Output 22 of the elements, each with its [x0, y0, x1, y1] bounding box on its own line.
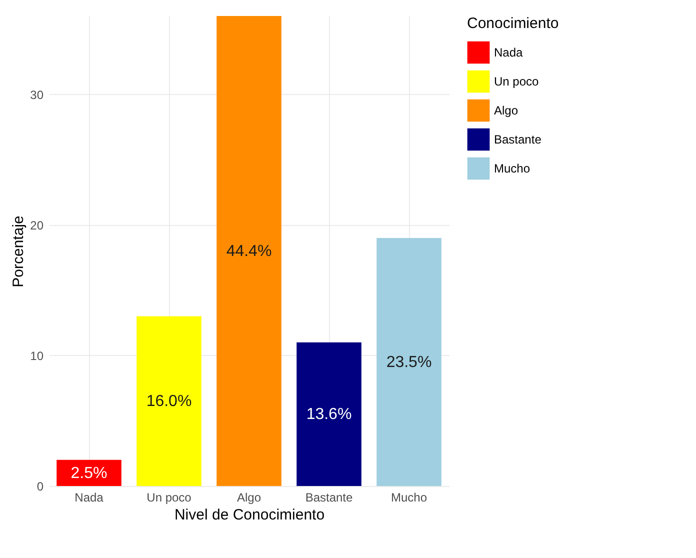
y-tick-label: 0: [36, 480, 44, 494]
legend-label: Bastante: [494, 132, 542, 146]
x-tick-label: Algo: [236, 490, 262, 504]
x-tick-label: Nada: [74, 490, 104, 504]
legend-title: Conocimiento: [467, 15, 559, 32]
legend-label: Algo: [494, 104, 518, 118]
legend-label: Mucho: [494, 162, 530, 176]
annotation: 16.0%: [146, 393, 192, 410]
x-tick-label: Un poco: [146, 490, 192, 504]
annotation: 2.5%: [70, 464, 108, 482]
y-tick-label: 20: [30, 218, 44, 232]
y-tick-label: 10: [30, 348, 44, 363]
annotation: 44.4%: [226, 243, 272, 260]
annotation: 23.5%: [386, 354, 432, 371]
y-tick-label: 30: [30, 88, 44, 102]
x-axis-title: Nivel de Conocimiento: [174, 506, 325, 524]
x-tick-label: Mucho: [390, 490, 428, 504]
y-axis-title: Porcentaje: [10, 216, 28, 288]
legend-label: Un poco: [494, 74, 540, 88]
x-tick-label: Bastante: [305, 490, 354, 504]
annotation: 13.6%: [306, 406, 352, 424]
legend-label: Nada: [494, 46, 524, 60]
